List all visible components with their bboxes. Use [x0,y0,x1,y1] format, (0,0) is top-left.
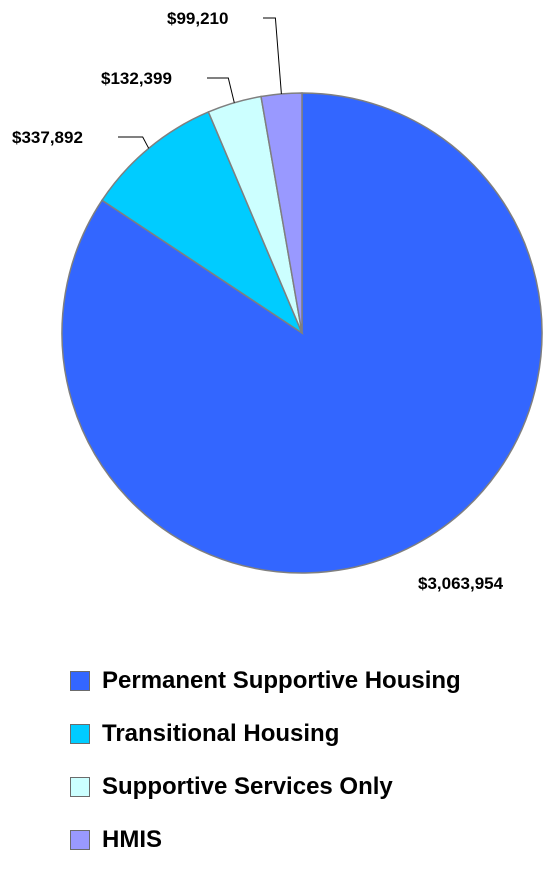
legend-item-transitional-housing: Transitional Housing [70,721,461,747]
legend: Permanent Supportive Housing Transitiona… [70,668,461,880]
data-labels: $3,063,954 $337,892 $132,399 $99,210 [12,9,504,593]
data-label-transitional-housing: $337,892 [12,128,83,147]
leader-line-transitional-housing [118,136,150,149]
data-label-permanent-supportive-housing: $3,063,954 [418,574,504,593]
legend-label: Transitional Housing [102,720,340,747]
legend-item-permanent-supportive-housing: Permanent Supportive Housing [70,668,461,694]
data-label-supportive-services-only: $132,399 [101,69,172,88]
legend-label: Permanent Supportive Housing [102,667,461,694]
legend-item-hmis: HMIS [70,827,461,853]
leader-line-hmis [263,17,282,94]
legend-swatch [70,777,90,797]
leader-line-supportive-services-only [207,77,235,103]
legend-swatch [70,671,90,691]
legend-swatch [70,830,90,850]
legend-swatch [70,724,90,744]
legend-label: HMIS [102,826,162,853]
data-label-hmis: $99,210 [167,9,228,28]
legend-item-supportive-services-only: Supportive Services Only [70,774,461,800]
pie-chart: $3,063,954 $337,892 $132,399 $99,210 [12,9,543,593]
pie-slices [61,92,543,574]
pie-slice-transitional-housing [101,111,304,336]
leader-lines [118,17,282,149]
pie-slice-permanent-supportive-housing [61,92,543,574]
legend-label: Supportive Services Only [102,773,393,800]
